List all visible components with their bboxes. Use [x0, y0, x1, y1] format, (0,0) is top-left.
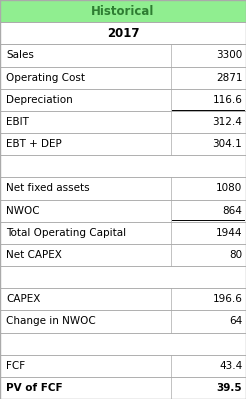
- Bar: [0, 310, 246, 332]
- Bar: [0, 310, 246, 332]
- Text: 1080: 1080: [216, 184, 242, 194]
- Text: 2017: 2017: [107, 27, 139, 40]
- Text: Total Operating Capital: Total Operating Capital: [6, 228, 126, 238]
- Bar: [0, 22, 246, 44]
- Bar: [0, 288, 246, 310]
- Bar: [0, 332, 246, 355]
- Bar: [0, 44, 246, 67]
- Text: 43.4: 43.4: [219, 361, 242, 371]
- Text: 196.6: 196.6: [213, 294, 242, 304]
- Bar: [0, 111, 246, 133]
- Text: 80: 80: [229, 250, 242, 260]
- Text: 3300: 3300: [216, 50, 242, 60]
- Bar: [0, 0, 246, 22]
- Bar: [0, 200, 246, 222]
- Bar: [0, 288, 246, 310]
- Bar: [0, 377, 246, 399]
- Text: 1944: 1944: [216, 228, 242, 238]
- Text: Net CAPEX: Net CAPEX: [6, 250, 62, 260]
- Bar: [0, 266, 246, 288]
- Bar: [0, 155, 246, 177]
- Text: NWOC: NWOC: [6, 205, 40, 215]
- Bar: [0, 155, 246, 177]
- Bar: [0, 44, 246, 67]
- Bar: [0, 0, 246, 22]
- Bar: [0, 222, 246, 244]
- Text: Historical: Historical: [91, 4, 155, 18]
- Bar: [0, 355, 246, 377]
- Text: Change in NWOC: Change in NWOC: [6, 316, 96, 326]
- Text: FCF: FCF: [6, 361, 25, 371]
- Bar: [0, 89, 246, 111]
- Text: PV of FCF: PV of FCF: [6, 383, 63, 393]
- Text: 64: 64: [229, 316, 242, 326]
- Text: 312.4: 312.4: [213, 117, 242, 127]
- Bar: [0, 244, 246, 266]
- Bar: [0, 177, 246, 200]
- Bar: [0, 177, 246, 200]
- Bar: [0, 67, 246, 89]
- Bar: [0, 200, 246, 222]
- Bar: [0, 355, 246, 377]
- Text: 39.5: 39.5: [217, 383, 242, 393]
- Bar: [0, 244, 246, 266]
- Text: CAPEX: CAPEX: [6, 294, 41, 304]
- Bar: [0, 111, 246, 133]
- Text: EBT + DEP: EBT + DEP: [6, 139, 62, 149]
- Bar: [0, 377, 246, 399]
- Text: Operating Cost: Operating Cost: [6, 73, 85, 83]
- Text: Depreciation: Depreciation: [6, 95, 73, 105]
- Text: EBIT: EBIT: [6, 117, 29, 127]
- Text: 864: 864: [222, 205, 242, 215]
- Bar: [0, 133, 246, 155]
- Bar: [0, 67, 246, 89]
- Bar: [0, 222, 246, 244]
- Text: 2871: 2871: [216, 73, 242, 83]
- Bar: [0, 22, 246, 44]
- Text: 304.1: 304.1: [213, 139, 242, 149]
- Bar: [0, 133, 246, 155]
- Text: Net fixed assets: Net fixed assets: [6, 184, 90, 194]
- Bar: [0, 332, 246, 355]
- Text: 116.6: 116.6: [213, 95, 242, 105]
- Bar: [0, 89, 246, 111]
- Bar: [0, 266, 246, 288]
- Text: Sales: Sales: [6, 50, 34, 60]
